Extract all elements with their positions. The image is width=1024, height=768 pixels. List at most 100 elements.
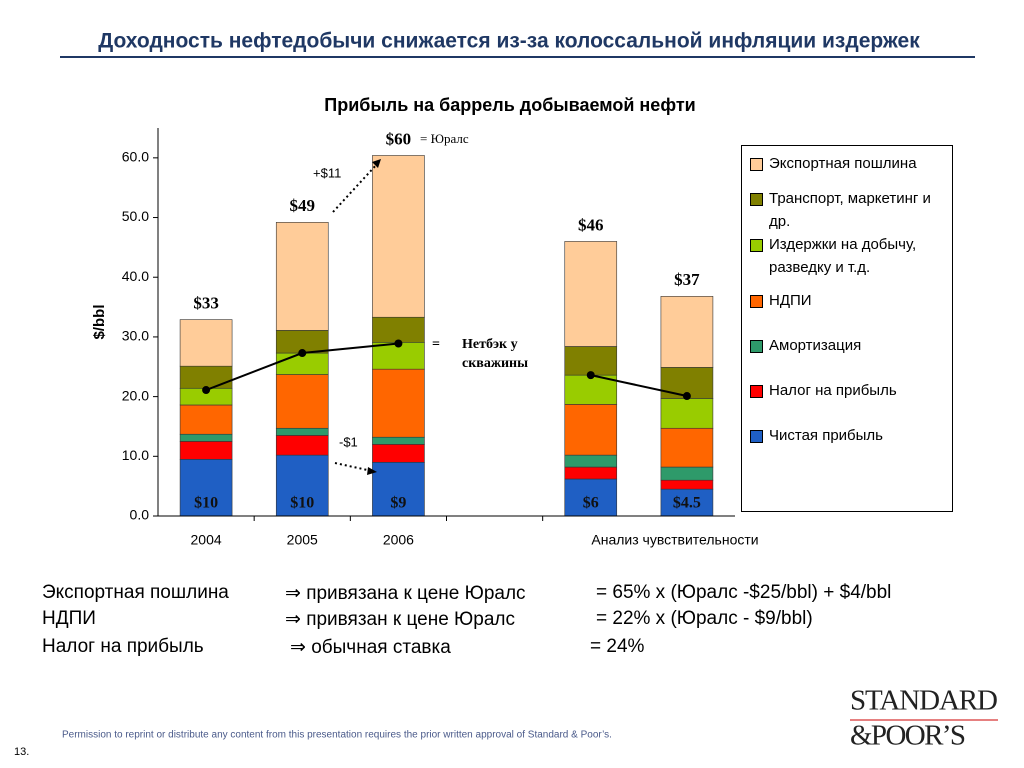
netback-point [202,386,211,395]
note-text: = 65% х (Юралс -$25/bbl) + $4/bbl [596,582,892,603]
plot: 0.0 10.0 20.0 30.0 40.0 50.0 60.0 2004 2005 2006 $… [122,129,714,548]
bar-segment [660,398,714,429]
note-text: = 24% [590,636,645,657]
note-text: = 22% х (Юралс - $9/bbl) [596,608,813,629]
y-tick-label: 20.0 [122,387,149,403]
legend-swatch [750,430,763,443]
arrow [334,462,373,472]
total-label: $37 [674,270,700,289]
bar-segment [564,241,618,347]
arrow-head [372,159,381,168]
chart-title: Прибыль на баррель добываемой нефти [324,95,695,115]
arrow-head [367,467,377,475]
x-tick-label: 2004 [191,532,222,548]
netback-point [394,339,403,348]
data-label: $4.5 [673,495,701,512]
legend-item: Чистая прибыль [750,424,948,447]
y-tick-label: 60.0 [122,149,149,165]
note-text: НДПИ [42,608,96,629]
legend-label: Издержки на добычу, разведку и т.д. [769,236,917,276]
bar-segment [179,319,233,367]
annotation: -$1 [339,434,358,449]
bar-segment [564,478,618,517]
x-tick-label: 2006 [383,532,414,548]
note-text: ⇒ обычная ставка [290,637,451,658]
bar-segment [179,365,233,389]
legend-item: Транспорт, маркетинг и др. [750,187,948,233]
bar-segment [660,479,714,490]
total-label: $33 [193,294,219,313]
legend-swatch [750,239,763,252]
legend-swatch [750,385,763,398]
bar-segment [564,404,618,456]
legend-swatch [750,193,763,206]
bar-segment [275,435,329,456]
bar-segment [564,466,618,480]
note-text: ⇒ привязан к цене Юралс [285,609,515,630]
bar-segment [372,316,425,343]
bar-segment [275,454,329,517]
group-label: Анализ чувствительности [591,532,758,548]
legend-item: НДПИ [750,289,948,312]
legend-label: НДПИ [769,292,812,309]
bar-segment [179,404,233,435]
legend-item: Амортизация [750,334,948,357]
note-text: Налог на прибыль [42,636,204,657]
y-tick-label: 40.0 [122,268,149,284]
bar-segment [564,454,618,468]
total-label: $49 [290,196,316,215]
y-tick-label: 0.0 [130,507,150,523]
legend-label: Транспорт, маркетинг и др. [769,190,931,230]
total-label: $60 [386,129,412,148]
legend: Экспортная пошлина Транспорт, маркетинг и… [741,145,953,512]
data-label: $9 [390,495,406,512]
total-label: $46 [578,215,604,234]
data-label: $6 [583,495,599,512]
note-text: ⇒ привязана к цене Юралс [285,583,526,604]
slide-title: Доходность нефтедобычи снижается из-за к… [98,30,920,53]
legend-item: Налог на прибыль [750,379,948,402]
netback-point [298,349,307,358]
bar-segment [564,346,618,376]
legend-swatch [750,295,763,308]
bar-segment [275,427,329,436]
annotation: = [432,337,440,352]
logo-top: STANDARD [850,685,998,717]
bar-segment [179,433,233,442]
bar-segment [660,296,714,368]
annotation: +$11 [313,165,341,180]
netback-point [682,392,691,401]
legend-label: Чистая прибыль [769,427,883,444]
annotation: = Юралс [420,131,469,146]
y-tick-label: 10.0 [122,447,149,463]
bar-segment [275,222,329,331]
x-tick-label: 2005 [287,532,318,548]
logo-bottom: &POOR’S [850,720,966,752]
bar-segment [275,374,329,429]
data-label: $10 [290,495,314,512]
legend-label: Экспортная пошлина [769,155,917,172]
y-axis-label: $/bbl [91,304,108,339]
legend-label: Налог на прибыль [769,382,897,399]
legend-item: Издержки на добычу, разведку и т.д. [750,233,948,279]
netback-label: Нетбэк у скважины [462,337,529,371]
legend-label: Амортизация [769,337,862,354]
arrow [332,162,379,213]
page-number: 13. [14,746,29,758]
bar-segment [372,436,425,445]
bar-segment [179,441,233,460]
bar-segment [372,444,425,463]
legend-swatch [750,340,763,353]
note-text: Экспортная пошлина [42,582,229,603]
y-tick-label: 50.0 [122,208,149,224]
netback-point [586,371,595,380]
legend-item: Экспортная пошлина [750,152,948,175]
permission: Permission to reprint or distribute any … [62,730,612,741]
bar-segment [660,427,714,468]
legend-swatch [750,158,763,171]
bar-segment [372,368,425,438]
bar-segment [564,374,618,405]
data-label: $10 [194,495,218,512]
